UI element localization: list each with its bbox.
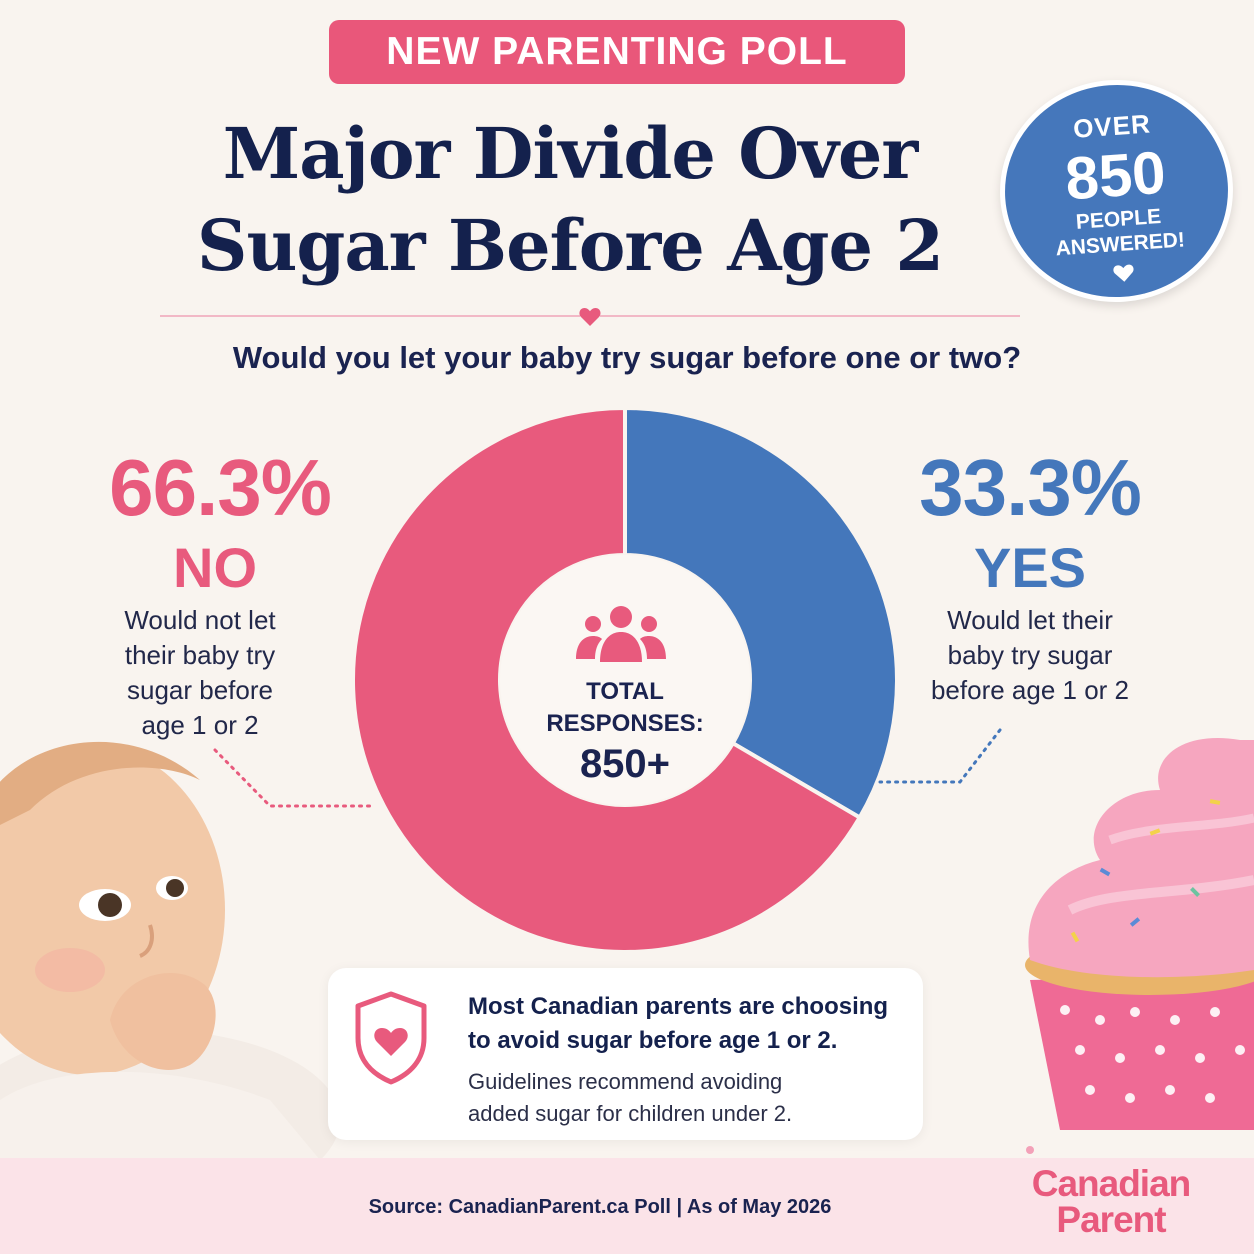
brand-line-1: Canadian bbox=[1031, 1163, 1192, 1204]
yes-desc-line: baby try sugar bbox=[947, 640, 1113, 670]
no-desc-line: their baby try bbox=[124, 640, 276, 670]
yes-label: YES bbox=[973, 536, 1087, 599]
total-responses-value: 850+ bbox=[579, 742, 671, 786]
donut-hole bbox=[500, 555, 750, 805]
no-percent: 66.3% bbox=[109, 443, 332, 532]
total-label-line-2: RESPONSES: bbox=[546, 710, 704, 737]
no-desc-line: age 1 or 2 bbox=[141, 710, 259, 740]
brand-line-2: Parent bbox=[1056, 1199, 1166, 1240]
title-divider bbox=[160, 308, 1020, 326]
page-title: Major Divide Over Sugar Before Age 2 bbox=[80, 108, 1060, 292]
total-responses-label: TOTAL RESPONSES: bbox=[540, 676, 710, 740]
insight-headline-line-2: to avoid sugar before age 1 or 2. bbox=[468, 1027, 838, 1054]
brand-logo: Canadian Parent bbox=[1016, 1163, 1206, 1240]
no-description: Would not let their baby try sugar befor… bbox=[95, 603, 305, 743]
insight-card bbox=[328, 968, 923, 1140]
shield-heart-icon bbox=[355, 991, 427, 1085]
footer-band bbox=[0, 1158, 1254, 1254]
yes-description: Would let their baby try sugar before ag… bbox=[915, 603, 1145, 708]
no-desc-line: sugar before bbox=[127, 675, 273, 705]
insight-body-line-2: added sugar for children under 2. bbox=[468, 1101, 793, 1126]
yes-percent: 33.3% bbox=[919, 443, 1142, 532]
total-label-line-1: TOTAL bbox=[586, 678, 664, 705]
responses-badge: OVER 850 PEOPLE ANSWERED! bbox=[992, 72, 1241, 310]
no-label: NO bbox=[173, 536, 257, 599]
title-line-2: Sugar Before Age 2 bbox=[196, 204, 944, 287]
divider-heart-icon bbox=[579, 308, 601, 326]
people-icon bbox=[576, 606, 666, 662]
cupcake-photo bbox=[1025, 738, 1254, 1154]
baby-photo bbox=[0, 741, 340, 1160]
heart-icon bbox=[1113, 264, 1134, 282]
yes-desc-line: before age 1 or 2 bbox=[930, 675, 1130, 705]
source-note: Source: CanadianParent.ca Poll | As of M… bbox=[368, 1196, 832, 1218]
poll-question: Would you let your baby try sugar before… bbox=[232, 340, 1022, 375]
insight-body: Guidelines recommend avoiding added suga… bbox=[468, 1066, 908, 1130]
insight-headline-line-1: Most Canadian parents are choosing bbox=[468, 993, 889, 1020]
insight-headline: Most Canadian parents are choosing to av… bbox=[468, 990, 908, 1058]
donut-chart bbox=[351, 405, 899, 954]
title-line-1: Major Divide Over bbox=[222, 112, 919, 195]
poll-tag: NEW PARENTING POLL bbox=[329, 20, 905, 84]
insight-body-line-1: Guidelines recommend avoiding bbox=[468, 1069, 783, 1094]
no-desc-line: Would not let bbox=[124, 605, 276, 635]
yes-desc-line: Would let their bbox=[947, 605, 1113, 635]
